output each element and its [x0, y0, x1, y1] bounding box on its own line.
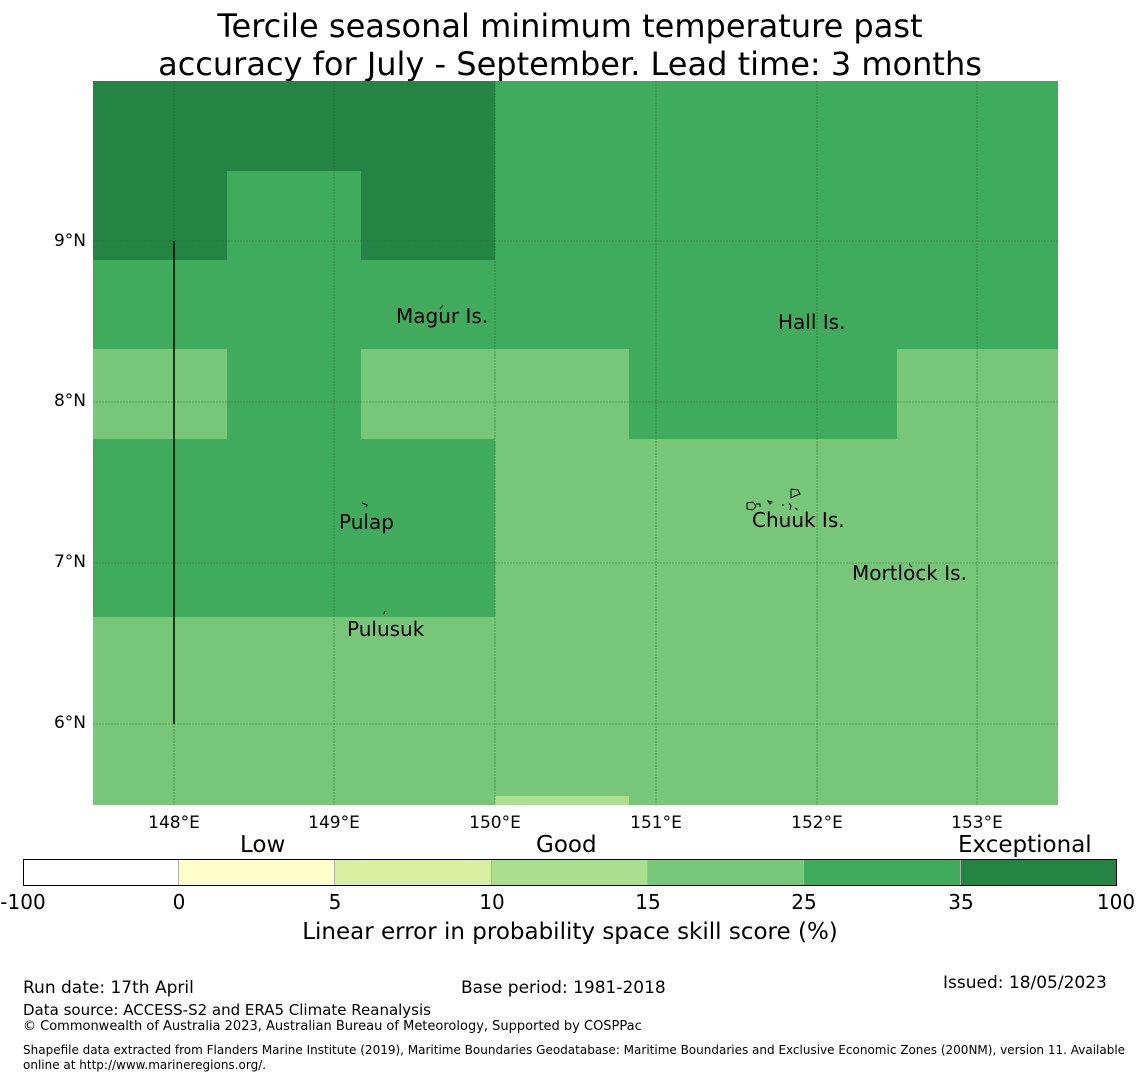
- shapefile-credit-line-1: Shapefile data extracted from Flanders M…: [23, 1043, 1126, 1057]
- colorbar-cell: [648, 859, 804, 886]
- colorbar-tick: 100: [1096, 890, 1136, 914]
- place-label: Magur Is.: [396, 304, 488, 328]
- shapefile-credit-line-2: online at http://www.marineregions.org/.: [23, 1058, 267, 1072]
- lon-label: 153°E: [951, 813, 1003, 833]
- colorbar-category: Low: [240, 832, 286, 858]
- colorbar-tick: -100: [0, 890, 46, 914]
- colorbar-tick: 25: [791, 890, 817, 914]
- skill-map: Magur Is. Hall Is. Pulap Chuuk Is. Mortl…: [93, 81, 1058, 805]
- lon-label: 151°E: [630, 813, 682, 833]
- chart-title-line-2: accuracy for July - September. Lead time…: [158, 45, 982, 83]
- colorbar-cell: [804, 859, 961, 886]
- cell-lt15: [495, 796, 629, 805]
- chuuk-islet-shape: [794, 507, 799, 511]
- colorbar-tick: 10: [479, 890, 505, 914]
- lon-label: 149°E: [308, 813, 360, 833]
- place-label: Chuuk Is.: [752, 508, 845, 532]
- cell-r35-100: [361, 171, 495, 260]
- cell-r15-25: [897, 349, 1058, 439]
- lon-label: 148°E: [148, 813, 200, 833]
- cell-r25-35: [495, 81, 1058, 349]
- lat-label: 8°N: [53, 391, 86, 411]
- data-source: Data source: ACCESS-S2 and ERA5 Climate …: [23, 1001, 431, 1019]
- colorbar-cell: [23, 859, 179, 886]
- cell-r25-35: [227, 349, 361, 439]
- place-label: Pulusuk: [347, 617, 425, 641]
- colorbar-cell: [961, 859, 1117, 886]
- pulusuk-island-shape: [383, 610, 386, 615]
- cell-r35-100: [93, 171, 227, 260]
- colorbar-tick: 35: [948, 890, 974, 914]
- colorbar-category: Good: [536, 832, 597, 858]
- issued-date: Issued: 18/05/2023: [943, 973, 1107, 993]
- place-label: Hall Is.: [778, 310, 845, 334]
- gridlines: [93, 81, 1058, 805]
- colorbar-cell: [335, 859, 492, 886]
- copyright: © Commonwealth of Australia 2023, Austra…: [23, 1019, 642, 1034]
- colorbar-tick: 0: [172, 890, 186, 914]
- run-date: Run date: 17th April: [23, 978, 194, 998]
- magur-island-shape: [439, 304, 444, 310]
- cell-r25-35: [93, 439, 495, 617]
- chuuk-islet-shape: [756, 503, 761, 507]
- colorbar-label: Linear error in probability space skill …: [302, 919, 838, 945]
- chuuk-islet-shape: [746, 501, 757, 511]
- cell-r25-35: [93, 260, 495, 349]
- place-label: Mortlock Is.: [852, 561, 967, 585]
- cell-r25-35: [629, 349, 897, 439]
- colorbar-tick: 15: [635, 890, 661, 914]
- island-outlines: [361, 304, 913, 615]
- chart-title-line-1: Tercile seasonal minimum temperature pas…: [217, 7, 923, 45]
- colorbar-cell: [492, 859, 648, 886]
- colorbar-frame: [23, 859, 1117, 886]
- lon-label: 150°E: [469, 813, 521, 833]
- place-label: Pulap: [339, 510, 394, 534]
- mortlock-island-shape: [908, 563, 913, 568]
- cell-r15-25: [93, 617, 1058, 805]
- lat-label: 7°N: [53, 552, 86, 572]
- colorbar-cell: [179, 859, 335, 886]
- colorbar-category: Exceptional: [958, 832, 1092, 858]
- lat-label: 9°N: [53, 231, 86, 251]
- cell-r35-100: [93, 81, 495, 171]
- cell-r15-25: [495, 439, 1058, 617]
- lat-label: 6°N: [53, 713, 86, 733]
- base-period: Base period: 1981-2018: [461, 978, 666, 998]
- cell-r25-35: [227, 171, 361, 260]
- pulap-island-shape: [361, 502, 368, 508]
- colorbar-tick: 5: [328, 890, 342, 914]
- chuuk-islet-shape: [766, 500, 773, 505]
- chuuk-lagoon-shape: [790, 488, 801, 499]
- lon-label: 152°E: [791, 813, 843, 833]
- skill-grid: [93, 81, 1058, 805]
- chuuk-islet-shape: [788, 502, 792, 511]
- cell-r15-25: [93, 349, 227, 439]
